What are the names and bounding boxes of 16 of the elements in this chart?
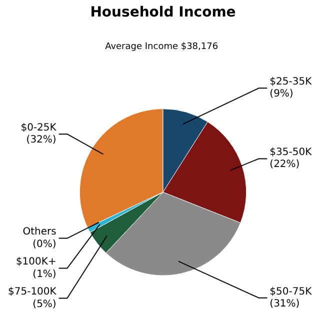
slice-label: $50-75K <box>270 286 312 298</box>
data-label: (32%) <box>26 134 56 146</box>
legend-label: Others <box>22 226 56 238</box>
data-label: (22%) <box>270 159 300 170</box>
text: (0%) <box>32 238 56 250</box>
chart-subtitle: Average Income $38,176 <box>105 42 218 52</box>
data-label: (9%) <box>270 88 294 100</box>
data-label: (1%) <box>32 268 56 280</box>
data-label: (31%) <box>270 298 300 310</box>
slice-label: $75-100K <box>8 286 57 298</box>
slice-label: $100K+ <box>16 256 56 268</box>
chart-title: Household Income <box>90 4 236 21</box>
slice-label: $0-25K <box>20 122 57 134</box>
slice-label: $35-50K <box>270 147 312 158</box>
data-label: (5%) <box>32 298 56 310</box>
slice-label: $25-35K <box>270 76 312 88</box>
